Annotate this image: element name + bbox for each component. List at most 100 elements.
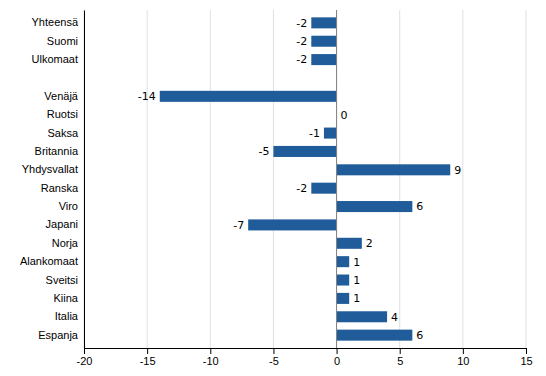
grid-line	[147, 10, 148, 348]
data-label: -2	[296, 182, 307, 195]
y-tick: Yhdysvallat	[22, 163, 84, 175]
y-tick-label: Sveitsi	[46, 274, 78, 286]
y-tick-label: Yhdysvallat	[22, 163, 78, 175]
chart: -20 -15 -10 -5 0 5 10 15 Yhteensä Suomi Ulkomaat Ve…	[0, 0, 546, 376]
y-tick-label: Ranska	[41, 182, 79, 194]
y-tick: Espanja	[38, 329, 84, 341]
bar	[337, 330, 413, 341]
x-tick-mark	[463, 348, 464, 354]
bar	[337, 293, 350, 304]
x-tick-mark	[210, 348, 211, 354]
bar	[248, 219, 336, 230]
x-tick-label: -10	[203, 355, 219, 367]
data-label: -2	[296, 53, 307, 66]
x-tick-label: 15	[520, 355, 532, 367]
x-tick-mark	[147, 348, 148, 354]
y-tick-label: Venäjä	[44, 90, 79, 102]
y-tick: Italia	[55, 310, 84, 322]
y-tick: Norja	[52, 237, 84, 249]
x-tick: -10	[203, 348, 219, 367]
x-tick: -20	[77, 348, 93, 367]
bar	[337, 311, 388, 322]
y-tick-label: Kiina	[54, 292, 79, 304]
y-tick-label: Ulkomaat	[32, 53, 78, 65]
x-tick-label: 10	[457, 355, 469, 367]
data-labels: -2-2-2-140-1-59-26-7211146	[138, 17, 461, 342]
data-label: 1	[353, 292, 360, 305]
y-tick-label: Italia	[55, 310, 79, 322]
bar	[273, 146, 336, 157]
data-label: 9	[454, 164, 461, 177]
data-label: 6	[416, 200, 423, 213]
bar	[337, 201, 413, 212]
y-tick-label: Viro	[59, 200, 78, 212]
y-tick-label: Yhteensä	[32, 16, 79, 28]
bar	[337, 164, 451, 175]
data-label: 2	[366, 237, 373, 250]
y-tick: Yhteensä	[32, 16, 84, 28]
y-tick-label: Espanja	[38, 329, 79, 341]
y-tick: Kiina	[54, 292, 84, 304]
y-tick: Ranska	[41, 182, 84, 194]
y-tick: Alankomaat	[20, 255, 84, 267]
y-axis: YhteensäSuomiUlkomaatVenäjäRuotsiSaksaBr…	[20, 11, 85, 349]
x-tick-label: -5	[269, 355, 279, 367]
x-tick-label: 5	[397, 355, 403, 367]
x-tick: 10	[457, 348, 469, 367]
data-label: -14	[138, 90, 156, 103]
bars	[160, 17, 450, 340]
y-tick-label: Japani	[46, 218, 78, 230]
grid-line	[210, 10, 211, 348]
y-tick: Ulkomaat	[32, 53, 84, 65]
grid-line	[84, 10, 85, 348]
bar	[311, 54, 336, 65]
bar	[337, 238, 362, 249]
y-tick-label: Ruotsi	[47, 108, 78, 120]
y-tick: Japani	[46, 218, 84, 230]
y-axis-line	[84, 11, 85, 349]
grid-line	[399, 10, 400, 348]
data-label: 1	[353, 274, 360, 287]
y-tick: Viro	[59, 200, 84, 212]
zero-line	[336, 10, 337, 348]
x-tick: 15	[520, 348, 532, 367]
x-tick-mark	[273, 348, 274, 354]
data-label: 4	[391, 311, 398, 324]
x-tick: 5	[397, 348, 403, 367]
x-tick-mark	[337, 348, 338, 354]
x-tick-label: 0	[334, 355, 340, 367]
data-label: -7	[233, 219, 244, 232]
data-label: -5	[258, 145, 269, 158]
bar	[337, 275, 350, 286]
data-label: -2	[296, 35, 307, 48]
y-tick-label: Saksa	[47, 127, 78, 139]
bar	[160, 91, 337, 102]
x-tick-mark	[84, 348, 85, 354]
x-tick-label: -20	[77, 355, 93, 367]
y-tick: Saksa	[47, 127, 84, 139]
x-tick: -15	[140, 348, 156, 367]
x-tick-mark	[400, 348, 401, 354]
y-tick-label: Suomi	[47, 35, 78, 47]
bar	[324, 128, 337, 139]
y-tick: Venäjä	[44, 90, 84, 102]
x-tick: -5	[269, 348, 279, 367]
plot: -20 -15 -10 -5 0 5 10 15 Yhteensä Suomi Ulkomaat Ve…	[20, 10, 533, 367]
x-axis: -20 -15 -10 -5 0 5 10 15	[77, 348, 533, 367]
bar	[311, 183, 336, 194]
x-tick: 0	[334, 348, 340, 367]
grid-line	[273, 10, 274, 348]
x-axis-line	[85, 349, 527, 355]
y-tick: Suomi	[47, 35, 84, 47]
grid-line	[462, 10, 463, 348]
y-tick-label: Alankomaat	[20, 255, 78, 267]
bar	[311, 36, 336, 47]
grid-line	[526, 10, 527, 348]
grid	[84, 10, 526, 348]
data-label: 1	[353, 256, 360, 269]
y-tick: Ruotsi	[47, 108, 84, 120]
x-tick-mark	[526, 348, 527, 354]
x-tick-label: -15	[140, 355, 156, 367]
data-label: -2	[296, 17, 307, 30]
y-tick: Sveitsi	[46, 274, 84, 286]
